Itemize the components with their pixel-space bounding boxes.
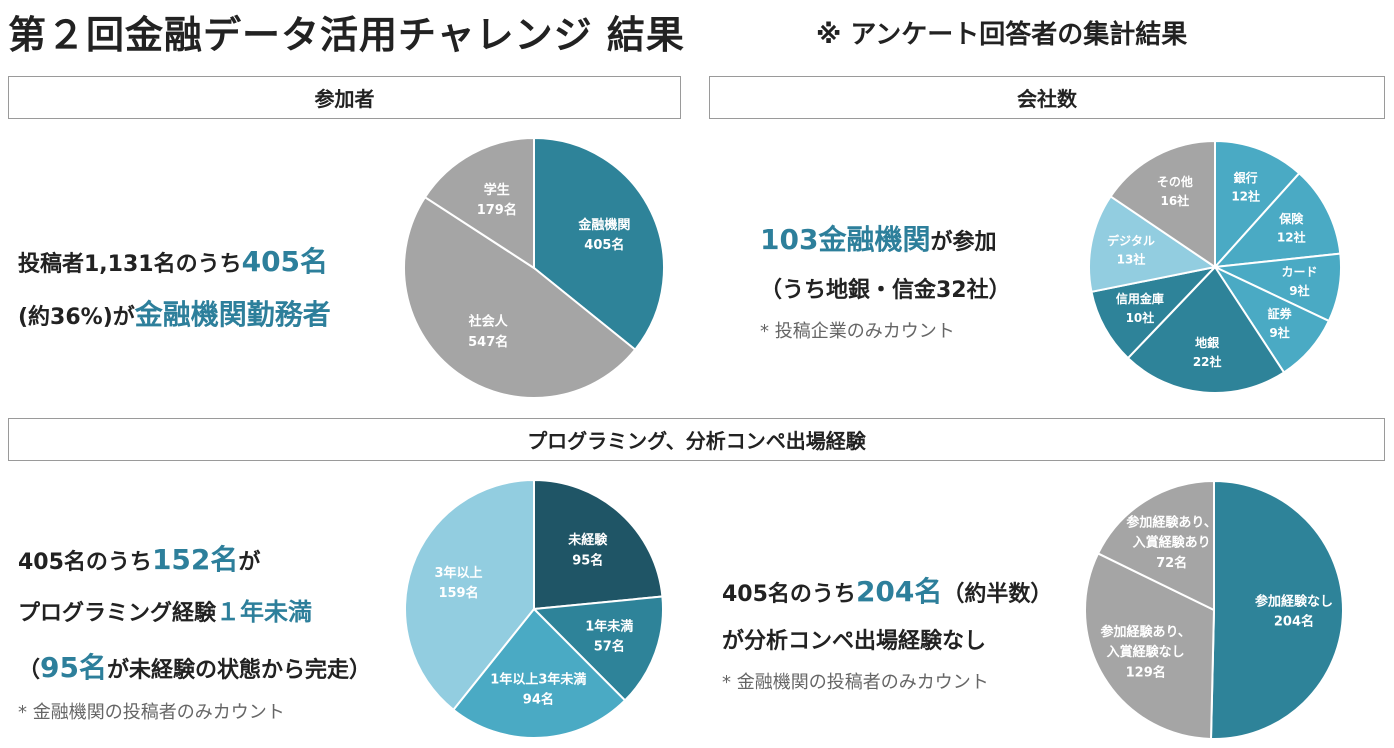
section-header-participants: 参加者: [8, 76, 681, 119]
participants-line2: (約36%)が金融機関勤務者: [18, 293, 331, 333]
competition-note: * 金融機関の投稿者のみカウント: [722, 672, 989, 693]
competition-line1-highlight: 204名: [855, 575, 943, 608]
pie-slice: [404, 478, 535, 712]
participants-line1: 投稿者1,131名のうち405名: [18, 240, 328, 280]
pie-slice-label: 1年未満 57名: [585, 619, 633, 655]
pie-slice: [1084, 552, 1216, 740]
pie-slice: [1214, 139, 1301, 270]
pie-slice-label: 参加経験あり、入賞経験あり 72名: [1126, 515, 1216, 571]
programming-line1-suffix: が: [238, 550, 261, 575]
competition-line1: 405名のうち204名（約半数）: [722, 570, 1052, 610]
programming-line2: プログラミング経験１年未満: [18, 592, 312, 627]
pie-slice: [423, 136, 535, 270]
pie-slice-label: その他 16社: [1157, 174, 1193, 208]
companies-line1-suffix: が参加: [930, 230, 997, 255]
pie-slice-label: 社会人 547名: [468, 314, 509, 350]
pie-slice: [451, 607, 627, 739]
pie-slice: [1126, 265, 1286, 394]
companies-note: * 投稿企業のみカウント: [760, 321, 955, 342]
pie-slice: [1209, 479, 1344, 740]
pie-slice-label: 参加経験あり、入賞経験なし 129名: [1100, 624, 1190, 680]
pie-slice: [1109, 139, 1216, 269]
programming-line1-highlight: 152名: [151, 543, 239, 576]
participants-line1-highlight: 405名: [241, 245, 329, 278]
pie-slice: [1096, 479, 1215, 612]
competition-line1-prefix: 405名のうち: [722, 582, 856, 607]
pie-slice-label: カード 9社: [1281, 265, 1317, 298]
page-title: 第２回金融データ活用チャレンジ 結果: [8, 13, 685, 57]
programming-line3-highlight: 95名: [40, 651, 107, 684]
participants-line2-prefix: (約36%)が: [18, 305, 135, 330]
participants-line2-highlight: 金融機関勤務者: [134, 298, 331, 331]
pie-slice-label: 保険 12社: [1277, 211, 1306, 245]
programming-line2-highlight: １年未満: [216, 598, 313, 626]
pie-slice: [533, 136, 665, 352]
pie-slice-label: 参加経験なし 204名: [1255, 593, 1333, 629]
title-note: ※ アンケート回答者の集計結果: [816, 20, 1188, 50]
programming-line1-prefix: 405名のうち: [18, 550, 152, 575]
section-header-experience: プログラミング、分析コンペ出場経験: [8, 418, 1385, 461]
pie-slice-label: 学生 179名: [477, 182, 517, 218]
programming-line1: 405名のうち152名が: [18, 538, 260, 578]
pie-slice-label: 証券 9社: [1268, 306, 1293, 340]
programming-line3-suffix: が未経験の状態から完走）: [106, 658, 371, 683]
pie-slice: [531, 595, 664, 702]
pie-slice: [1088, 195, 1218, 293]
pie-slice-label: 銀行 12社: [1231, 170, 1260, 204]
competition-line1-suffix: （約半数）: [942, 582, 1053, 607]
companies-line1-highlight: 103金融機関: [760, 223, 931, 256]
pie-slice: [1090, 265, 1218, 360]
pie-slice-label: デジタル 13社: [1107, 233, 1155, 267]
companies-line2: （うち地銀・信金32社）: [760, 278, 1011, 303]
programming-line3: （95名が未経験の状態から完走）: [18, 646, 371, 686]
pie-slice-label: 地銀 22社: [1193, 335, 1222, 369]
programming-line2-prefix: プログラミング経験: [18, 601, 217, 626]
pie-slice-label: 未経験 95名: [567, 532, 608, 568]
pie-slice-label: 1年以上3年未満 94名: [490, 671, 586, 707]
pie-slice: [403, 195, 637, 399]
pie-slice: [533, 478, 664, 611]
participants-line1-prefix: 投稿者1,131名のうち: [18, 252, 242, 277]
pie-slice: [1212, 171, 1342, 269]
competition-line2: が分析コンペ出場経験なし: [722, 629, 987, 654]
pie-slice-label: 金融機関 405名: [577, 217, 630, 253]
pie-slice-label: 信用金庫 10社: [1116, 291, 1164, 325]
programming-line3-prefix: （: [18, 658, 41, 683]
companies-line1: 103金融機関が参加: [760, 218, 996, 258]
section-header-companies: 会社数: [709, 76, 1385, 119]
programming-note: * 金融機関の投稿者のみカウント: [18, 702, 285, 723]
pie-slice-label: 3年以上 159名: [435, 565, 483, 601]
